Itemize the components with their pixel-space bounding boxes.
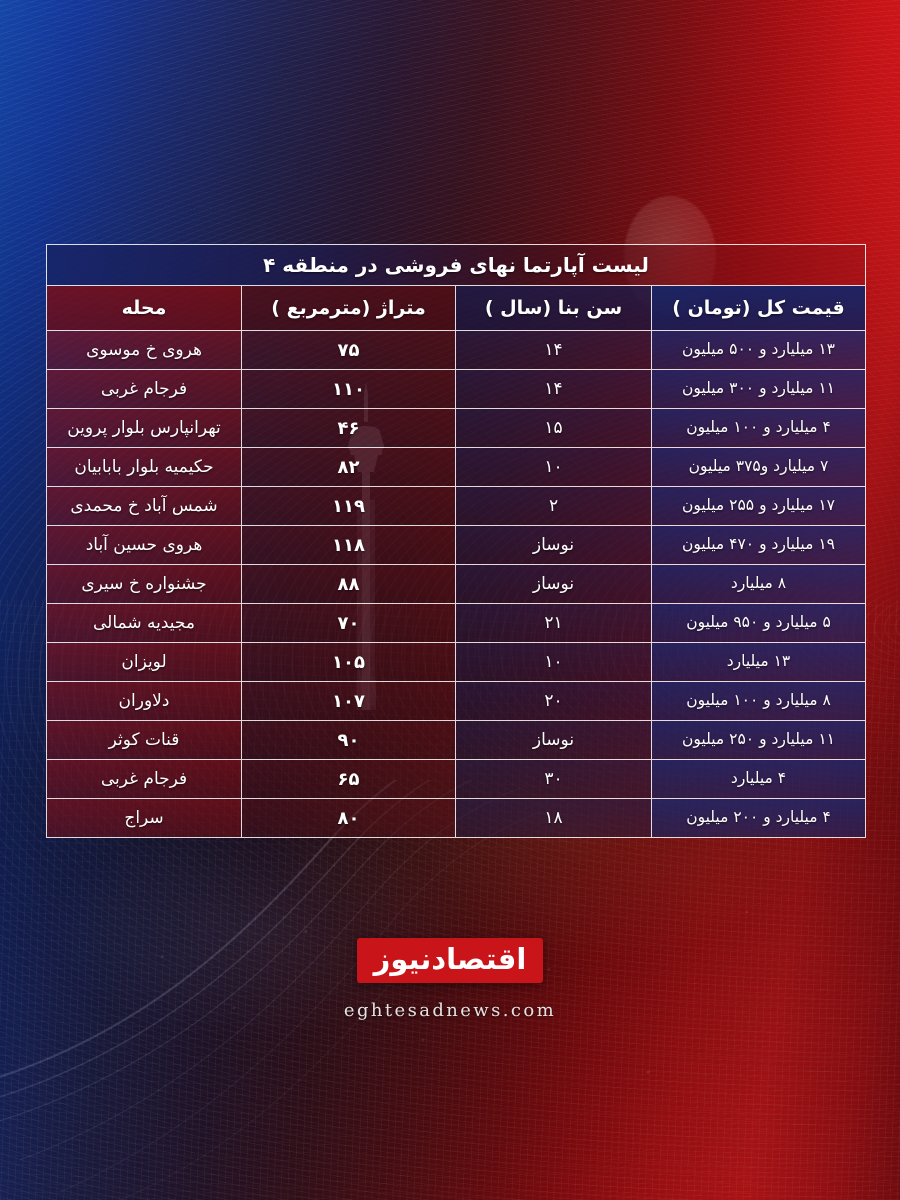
cell-area: ۴۶ [241, 409, 455, 447]
table-row: ۷ میلیارد و۳۷۵ میلیون ۱۰ ۸۲ حکیمیه بلوار با… [47, 448, 865, 487]
cell-neighborhood: فرجام غربی [47, 760, 241, 798]
cell-area: ۹۰ [241, 721, 455, 759]
cell-age: نوساز [455, 526, 651, 564]
cell-area: ۸۸ [241, 565, 455, 603]
eghtesadnews-logo: اقتصادنیوز [356, 938, 544, 983]
column-header-age: سن بنا (سال ) [455, 286, 651, 330]
cell-price: ۱۱ میلیارد و ۲۵۰ میلیون [651, 721, 865, 759]
table-row: ۴ میلیارد و ۱۰۰ میلیون ۱۵ ۴۶ تهرانپارس بلوا… [47, 409, 865, 448]
table-row: ۴ میلیارد و ۲۰۰ میلیون ۱۸ ۸۰ سراج [47, 799, 865, 837]
cell-neighborhood: سراج [47, 799, 241, 837]
table-row: ۱۹ میلیارد و ۴۷۰ میلیون نوساز ۱۱۸ هروی حسین… [47, 526, 865, 565]
cell-neighborhood: فرجام غربی [47, 370, 241, 408]
table-row: ۱۷ میلیارد و ۲۵۵ میلیون ۲ ۱۱۹ شمس آباد خ مح… [47, 487, 865, 526]
logo-text: اقتصادنیوز [373, 942, 527, 976]
table-row: ۱۳ میلیارد و ۵۰۰ میلیون ۱۴ ۷۵ هروی خ موسوی [47, 331, 865, 370]
cell-area: ۱۰۵ [241, 643, 455, 681]
cell-price: ۱۳ میلیارد و ۵۰۰ میلیون [651, 331, 865, 369]
cell-area: ۶۵ [241, 760, 455, 798]
cell-age: ۱۰ [455, 448, 651, 486]
cell-price: ۴ میلیارد [651, 760, 865, 798]
cell-age: ۱۴ [455, 370, 651, 408]
table-header-row: قیمت کل (تومان ) سن بنا (سال ) متراژ (مت… [47, 286, 865, 331]
cell-age: ۲ [455, 487, 651, 525]
cell-price: ۷ میلیارد و۳۷۵ میلیون [651, 448, 865, 486]
table-row: ۱۱ میلیارد و ۳۰۰ میلیون ۱۴ ۱۱۰ فرجام غربی [47, 370, 865, 409]
table-body: ۱۳ میلیارد و ۵۰۰ میلیون ۱۴ ۷۵ هروی خ موسوی ۱… [47, 331, 865, 837]
cell-age: ۱۴ [455, 331, 651, 369]
cell-neighborhood: جشنواره خ سیری [47, 565, 241, 603]
cell-price: ۴ میلیارد و ۱۰۰ میلیون [651, 409, 865, 447]
cell-price: ۱۹ میلیارد و ۴۷۰ میلیون [651, 526, 865, 564]
column-header-neighborhood: محله [47, 286, 241, 330]
cell-price: ۴ میلیارد و ۲۰۰ میلیون [651, 799, 865, 837]
cell-age: نوساز [455, 565, 651, 603]
cell-price: ۸ میلیارد [651, 565, 865, 603]
table-row: ۱۳ میلیارد ۱۰ ۱۰۵ لویزان [47, 643, 865, 682]
cell-price: ۱۱ میلیارد و ۳۰۰ میلیون [651, 370, 865, 408]
column-header-price: قیمت کل (تومان ) [651, 286, 865, 330]
page-title: لیست آپارتما نهای فروشی در منطقه ۴ [263, 253, 649, 277]
cell-area: ۱۰۷ [241, 682, 455, 720]
cell-area: ۱۱۸ [241, 526, 455, 564]
cell-age: نوساز [455, 721, 651, 759]
table-row: ۵ میلیارد و ۹۵۰ میلیون ۲۱ ۷۰ مجیدیه شمالی [47, 604, 865, 643]
cell-age: ۳۰ [455, 760, 651, 798]
cell-neighborhood: هروی خ موسوی [47, 331, 241, 369]
cell-area: ۷۰ [241, 604, 455, 642]
cell-age: ۲۰ [455, 682, 651, 720]
cell-price: ۱۷ میلیارد و ۲۵۵ میلیون [651, 487, 865, 525]
cell-area: ۸۰ [241, 799, 455, 837]
cell-neighborhood: حکیمیه بلوار بابابیان [47, 448, 241, 486]
cell-neighborhood: تهرانپارس بلوار پروین [47, 409, 241, 447]
cell-neighborhood: قنات کوثر [47, 721, 241, 759]
website-url: eghtesadnews.com [343, 1000, 557, 1021]
cell-neighborhood: شمس آباد خ محمدی [47, 487, 241, 525]
cell-area: ۱۱۹ [241, 487, 455, 525]
cell-neighborhood: دلاوران [47, 682, 241, 720]
brand-footer: اقتصادنیوز eghtesadnews.com [0, 938, 900, 1021]
column-header-area: متراژ (مترمربع ) [241, 286, 455, 330]
cell-neighborhood: مجیدیه شمالی [47, 604, 241, 642]
apartment-listing-table: لیست آپارتما نهای فروشی در منطقه ۴ قیمت … [46, 244, 866, 838]
cell-age: ۲۱ [455, 604, 651, 642]
cell-neighborhood: لویزان [47, 643, 241, 681]
cell-neighborhood: هروی حسین آباد [47, 526, 241, 564]
table-row: ۴ میلیارد ۳۰ ۶۵ فرجام غربی [47, 760, 865, 799]
cell-age: ۱۵ [455, 409, 651, 447]
table-title-row: لیست آپارتما نهای فروشی در منطقه ۴ [47, 245, 865, 286]
cell-age: ۱۸ [455, 799, 651, 837]
cell-price: ۸ میلیارد و ۱۰۰ میلیون [651, 682, 865, 720]
cell-price: ۵ میلیارد و ۹۵۰ میلیون [651, 604, 865, 642]
table-row: ۱۱ میلیارد و ۲۵۰ میلیون نوساز ۹۰ قنات کوثر [47, 721, 865, 760]
cell-area: ۸۲ [241, 448, 455, 486]
cell-price: ۱۳ میلیارد [651, 643, 865, 681]
table-row: ۸ میلیارد و ۱۰۰ میلیون ۲۰ ۱۰۷ دلاوران [47, 682, 865, 721]
table-row: ۸ میلیارد نوساز ۸۸ جشنواره خ سیری [47, 565, 865, 604]
cell-area: ۱۱۰ [241, 370, 455, 408]
cell-age: ۱۰ [455, 643, 651, 681]
cell-area: ۷۵ [241, 331, 455, 369]
